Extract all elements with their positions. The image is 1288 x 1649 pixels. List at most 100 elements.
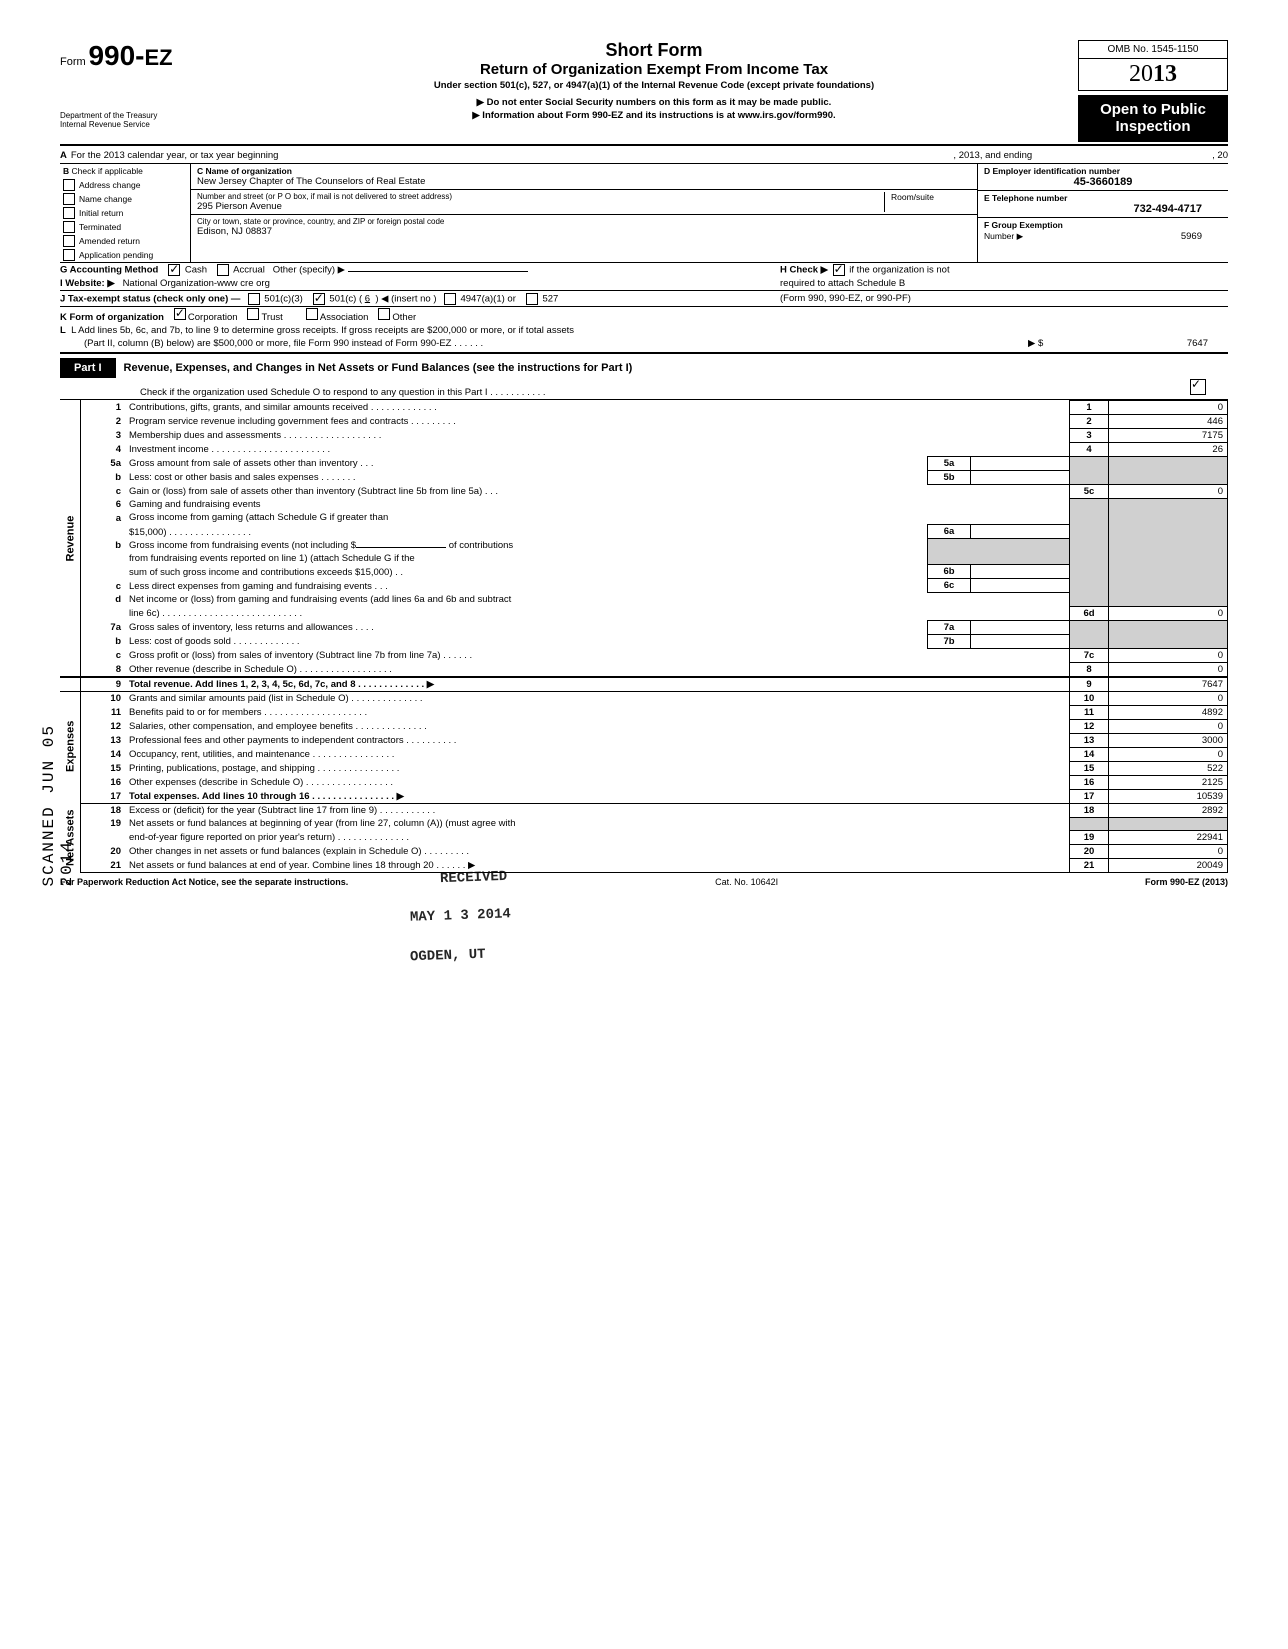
h-text-3: required to attach Schedule B: [780, 278, 905, 289]
cb-application-pending[interactable]: Application pending: [60, 248, 190, 262]
cb-label: Name change: [79, 194, 132, 204]
line-8-desc: Other revenue (describe in Schedule O) .…: [125, 662, 1070, 677]
cb-terminated[interactable]: Terminated: [60, 220, 190, 234]
line-l-2: (Part II, column (B) below) are $500,000…: [60, 337, 1228, 350]
b-header: Check if applicable: [72, 166, 143, 176]
j-insert: ) ◀ (insert no ): [375, 293, 436, 304]
group-exempt-label: F Group Exemption: [984, 220, 1063, 230]
cb-label: Amended return: [79, 236, 140, 246]
line-a: A For the 2013 calendar year, or tax yea…: [60, 148, 1228, 163]
line-k: K Form of organization Corporation Trust…: [60, 307, 1228, 324]
cb-amended-return[interactable]: Amended return: [60, 234, 190, 248]
cb-501c3[interactable]: [248, 293, 260, 305]
title-main: Short Form: [230, 40, 1078, 61]
title-block: Short Form Return of Organization Exempt…: [230, 40, 1078, 121]
stamp-received: RECEIVED: [440, 869, 508, 887]
line-8-num: 8: [1070, 662, 1109, 677]
line-17-num: 17: [1070, 789, 1109, 803]
room-label: Room/suite: [884, 192, 971, 212]
cb-corporation[interactable]: [174, 308, 186, 320]
stamp-date: MAY 1 3 2014: [410, 906, 511, 926]
line-14-amt: 0: [1109, 747, 1228, 761]
l-text-1: L Add lines 5b, 6c, and 7b, to line 9 to…: [71, 325, 574, 336]
line-6c-desc: Less direct expenses from gaming and fun…: [125, 579, 928, 593]
open-line-2: Inspection: [1080, 118, 1226, 135]
line-6d-amt: 0: [1109, 606, 1228, 620]
line-5c-desc: Gain or (loss) from sale of assets other…: [125, 484, 1070, 498]
city-value: Edison, NJ 08837: [197, 226, 971, 237]
line-13-desc: Professional fees and other payments to …: [125, 733, 1070, 747]
k-label: K Form of organization: [60, 312, 164, 323]
line-6b-desc-3: sum of such gross income and contributio…: [125, 565, 928, 579]
line-9-num: 9: [1070, 677, 1109, 692]
line-2-num: 2: [1070, 414, 1109, 428]
right-block: OMB No. 1545-1150 2013 Open to Public In…: [1078, 40, 1228, 142]
line-9-amt: 7647: [1109, 677, 1228, 692]
line-7a-mid: 7a: [928, 620, 971, 634]
cb-label: Address change: [79, 180, 140, 190]
line-11-amt: 4892: [1109, 705, 1228, 719]
line-6d-desc-2: line 6c) . . . . . . . . . . . . . . . .…: [125, 606, 1070, 620]
cb-4947[interactable]: [444, 293, 456, 305]
line-6a-desc-1: Gross income from gaming (attach Schedul…: [125, 511, 1070, 525]
cb-h[interactable]: [833, 264, 845, 276]
j-501c: 501(c) (: [329, 293, 362, 304]
line-4-amt: 26: [1109, 442, 1228, 456]
line-7c-desc: Gross profit or (loss) from sales of inv…: [125, 648, 1070, 662]
h-label: H Check ▶: [780, 264, 828, 275]
h-text-2: if the organization is not: [849, 264, 949, 275]
line-10-amt: 0: [1109, 691, 1228, 705]
title-sub: Return of Organization Exempt From Incom…: [230, 61, 1078, 78]
group-exempt-label-2: Number ▶: [984, 231, 1023, 241]
cb-initial-return[interactable]: Initial return: [60, 206, 190, 220]
part-i-label: Part I: [60, 358, 116, 378]
cb-address-change[interactable]: Address change: [60, 178, 190, 192]
cb-cash[interactable]: [168, 264, 180, 276]
footer-center: Cat. No. 10642I: [715, 877, 778, 887]
line-a-text-1: For the 2013 calendar year, or tax year …: [71, 150, 279, 161]
i-label: I Website: ▶: [60, 278, 115, 289]
part-i-check-text: Check if the organization used Schedule …: [140, 387, 1188, 398]
cb-schedule-o[interactable]: [1190, 379, 1206, 395]
open-to-public: Open to Public Inspection: [1078, 95, 1228, 142]
line-19-desc-2: end-of-year figure reported on prior yea…: [125, 830, 1070, 844]
cb-501c[interactable]: [313, 293, 325, 305]
year-prefix: 20: [1129, 61, 1153, 87]
line-1-desc: Contributions, gifts, grants, and simila…: [125, 400, 1070, 414]
line-21-amt: 20049: [1109, 858, 1228, 872]
tax-year: 2013: [1078, 59, 1228, 91]
line-21-num: 21: [1070, 858, 1109, 872]
col-c-name-address: C Name of organization New Jersey Chapte…: [191, 164, 977, 262]
cb-association[interactable]: [306, 308, 318, 320]
c-name-label: C Name of organization: [197, 166, 971, 176]
cb-accrual[interactable]: [217, 264, 229, 276]
line-15-num: 15: [1070, 761, 1109, 775]
form-header: Form 990-EZ Department of the Treasury I…: [60, 40, 1228, 142]
phone-label: E Telephone number: [984, 193, 1222, 203]
h-text-4: (Form 990, 990-EZ, or 990-PF): [780, 293, 911, 304]
cb-527[interactable]: [526, 293, 538, 305]
line-6b-desc-2: from fundraising events reported on line…: [125, 552, 928, 565]
form-number: 990-EZ: [88, 57, 172, 68]
line-1-num: 1: [1070, 400, 1109, 414]
cb-name-change[interactable]: Name change: [60, 192, 190, 206]
line-7c-amt: 0: [1109, 648, 1228, 662]
cb-other-org[interactable]: [378, 308, 390, 320]
line-19-desc-1: Net assets or fund balances at beginning…: [125, 817, 1070, 830]
line-j: J Tax-exempt status (check only one) — 5…: [60, 290, 1228, 306]
street-label: Number and street (or P O box, if mail i…: [197, 192, 884, 201]
line-21-desc: Net assets or fund balances at end of ye…: [125, 858, 1070, 872]
line-18-desc: Excess or (deficit) for the year (Subtra…: [125, 803, 1070, 817]
line-12-amt: 0: [1109, 719, 1228, 733]
g-label: G Accounting Method: [60, 264, 158, 275]
line-9-desc: Total revenue. Add lines 1, 2, 3, 4, 5c,…: [129, 679, 434, 690]
g-accrual: Accrual: [233, 264, 265, 275]
line-g-h: G Accounting Method Cash Accrual Other (…: [60, 263, 1228, 277]
line-4-desc: Investment income . . . . . . . . . . . …: [125, 442, 1070, 456]
line-6d-num: 6d: [1070, 606, 1109, 620]
part-i-title: Revenue, Expenses, and Changes in Net As…: [124, 362, 633, 374]
footer-right: Form 990-EZ (2013): [1145, 877, 1228, 887]
line-i: I Website: ▶ National Organization-www c…: [60, 277, 1228, 290]
cb-trust[interactable]: [247, 308, 259, 320]
page-footer: For Paperwork Reduction Act Notice, see …: [60, 877, 1228, 887]
